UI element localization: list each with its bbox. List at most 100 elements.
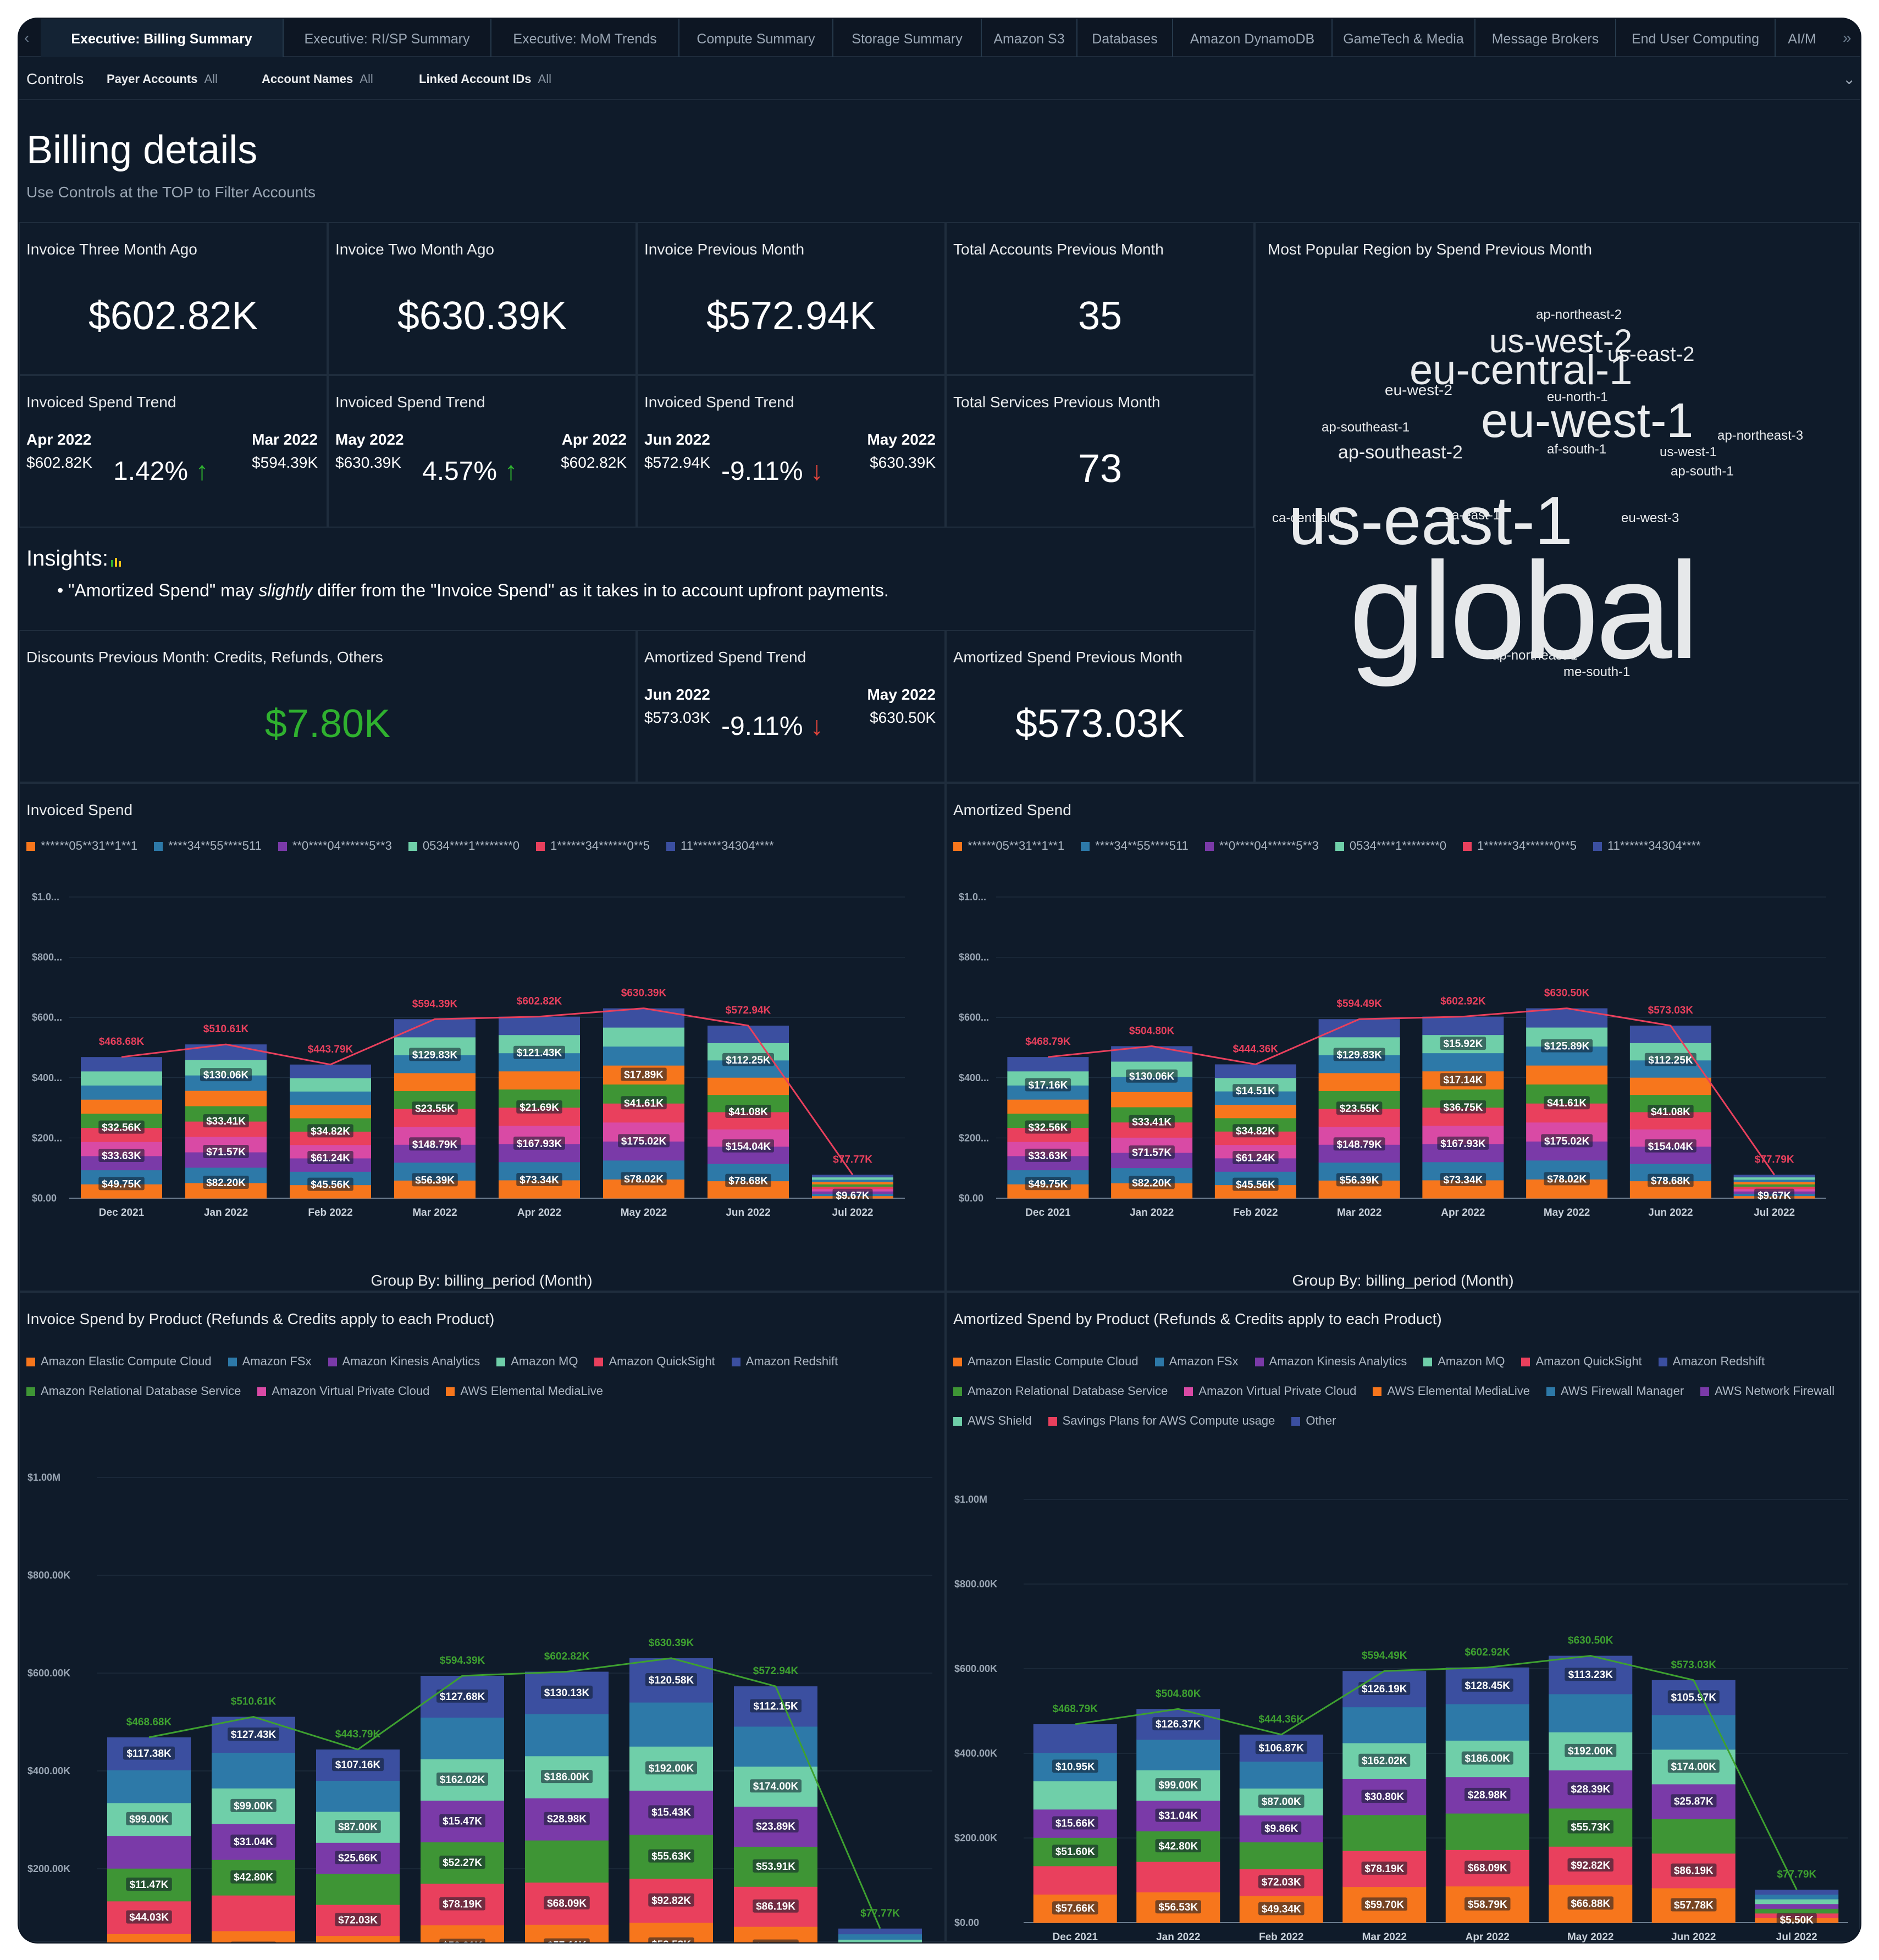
data-label: $36.75K — [1440, 1100, 1486, 1114]
legend-item[interactable]: Savings Plans for AWS Compute usage — [1048, 1406, 1275, 1436]
legend-swatch — [1254, 1358, 1264, 1366]
x-tick-label: Dec 2021 — [1053, 1931, 1098, 1942]
data-label-text: $129.83K — [1336, 1049, 1382, 1061]
legend-item[interactable]: **0****04******5**3 — [278, 839, 392, 853]
controls-collapse-chevron-icon[interactable]: ⌄ — [1843, 70, 1856, 87]
legend-item[interactable]: Amazon Elastic Compute Cloud — [26, 1347, 212, 1376]
tab-message-brokers[interactable]: Message Brokers — [1475, 19, 1616, 57]
data-label-text: $57.11K — [548, 1940, 587, 1942]
data-label-text: $92.82K — [651, 1895, 691, 1907]
legend-item[interactable]: AWS Firewall Manager — [1546, 1376, 1684, 1406]
tabs-scroll-right-icon[interactable]: » — [1843, 29, 1852, 46]
data-label: $107.16K — [332, 1758, 384, 1771]
data-label: $128.45K — [1461, 1678, 1513, 1692]
legend-item[interactable]: AWS Elemental MediaLive — [446, 1376, 603, 1406]
trend-down-arrow-icon: ↓ — [810, 712, 824, 741]
data-label-bg — [1648, 1173, 1694, 1187]
data-label-text: $49.75K — [102, 1178, 141, 1190]
legend-item[interactable]: ****34**55****511 — [1081, 839, 1189, 853]
legend-item[interactable]: Amazon FSx — [1154, 1347, 1239, 1376]
data-label: $148.79K — [409, 1137, 461, 1151]
bar-segment — [812, 1186, 893, 1189]
payer-accounts-control[interactable]: Payer Accounts All — [107, 58, 218, 100]
legend-item[interactable]: AWS Network Firewall — [1700, 1376, 1834, 1406]
account-names-control[interactable]: Account Names All — [262, 58, 373, 100]
bar-segment — [1445, 1813, 1529, 1850]
legend-item[interactable]: 1******34******0**5 — [1463, 839, 1577, 853]
tab-gametech-media[interactable]: GameTech & Media — [1333, 19, 1475, 57]
data-label: $49.75K — [98, 1177, 145, 1191]
legend-swatch — [496, 1358, 506, 1366]
legend-item[interactable]: 11******34304**** — [1593, 839, 1701, 853]
tab-mom-trends[interactable]: Executive: MoM Trends — [491, 19, 679, 57]
tab-amazon-dynamodb[interactable]: Amazon DynamoDB — [1173, 19, 1333, 57]
legend-item[interactable]: Amazon Relational Database Service — [953, 1376, 1168, 1406]
legend-item[interactable]: 11******34304**** — [666, 839, 774, 853]
amortized-spend-chart[interactable]: $0.00 $200... $400... $600... $800... $1.0...… — [947, 861, 1859, 1267]
data-label: $41.61K — [1544, 1096, 1590, 1110]
data-label-text: $49.34K — [1262, 1904, 1301, 1915]
data-label-bg — [1052, 1759, 1098, 1773]
tab-ai-ml[interactable]: AI/M — [1788, 31, 1816, 47]
chart-title: Invoice Spend by Product (Refunds & Cred… — [26, 1310, 495, 1327]
legend-label: Amazon FSx — [242, 1354, 312, 1368]
data-label: $57.66K — [1052, 1901, 1098, 1915]
data-label: $31.04K — [1155, 1808, 1201, 1822]
tab-end-user-computing[interactable]: End User Computing — [1616, 19, 1776, 57]
tab-executive-billing-summary[interactable]: Executive: Billing Summary — [41, 19, 284, 57]
legend-item[interactable]: Amazon QuickSight — [1521, 1347, 1642, 1376]
legend-item[interactable]: Amazon MQ — [496, 1347, 578, 1376]
tab-compute-summary[interactable]: Compute Summary — [679, 19, 833, 57]
legend-item[interactable]: ******05**31**1**1 — [26, 839, 137, 853]
legend-item[interactable]: Amazon Relational Database Service — [26, 1376, 241, 1406]
kpi-value: $573.03K — [1015, 702, 1185, 746]
total-label: $504.80K — [1156, 1688, 1201, 1699]
bar-segment — [107, 1934, 191, 1942]
legend-item[interactable]: ******05**31**1**1 — [953, 839, 1064, 853]
tab-amazon-s3[interactable]: Amazon S3 — [982, 19, 1077, 57]
legend-item[interactable]: Amazon Virtual Private Cloud — [257, 1376, 429, 1406]
data-label-text: $31.04K — [234, 1836, 273, 1848]
legend-item[interactable]: Amazon Virtual Private Cloud — [1184, 1376, 1356, 1406]
data-label-bg — [1464, 1861, 1511, 1874]
kpi-title: Total Accounts Previous Month — [953, 241, 1164, 258]
legend-item[interactable]: Other — [1291, 1406, 1336, 1436]
legend-item[interactable]: Amazon FSx — [228, 1347, 312, 1376]
invoiced-spend-chart[interactable]: $0.00 $200... $400... $600... $800... $1.0...… — [20, 861, 943, 1267]
legend-item[interactable]: **0****04******5**3 — [1204, 839, 1319, 853]
legend-item[interactable]: 0534****1********0 — [408, 839, 520, 853]
legend-item[interactable]: AWS Elemental MediaLive — [1373, 1376, 1530, 1406]
amortized-spend-by-product-chart[interactable]: $0.00 $200.00K $400.00K $600.00K $800.00K $1.… — [947, 1450, 1859, 1942]
legend-item[interactable]: 0534****1********0 — [1335, 839, 1446, 853]
legend-item[interactable]: Amazon Redshift — [731, 1347, 838, 1376]
legend-swatch — [1291, 1417, 1301, 1426]
y-tick-label: $800... — [959, 952, 989, 963]
legend-item[interactable]: Amazon QuickSight — [594, 1347, 715, 1376]
bar-segment — [812, 1184, 893, 1187]
legend-item[interactable]: Amazon MQ — [1423, 1347, 1505, 1376]
linked-account-ids-control[interactable]: Linked Account IDs All — [419, 58, 551, 100]
legend-item[interactable]: Amazon Redshift — [1658, 1347, 1765, 1376]
total-label: $77.79K — [1777, 1869, 1816, 1880]
data-label-text: $87.00K — [338, 1821, 378, 1833]
invoice-spend-by-product-chart[interactable]: $0.00$200.00K$400.00K$600.00K$800.00K$1.… — [20, 1450, 943, 1942]
tab-ri-sp-summary[interactable]: Executive: RI/SP Summary — [284, 19, 491, 57]
data-label: $58.21K — [439, 1939, 485, 1942]
data-label-bg — [1336, 1173, 1383, 1187]
legend-item[interactable]: Amazon Elastic Compute Cloud — [953, 1347, 1139, 1376]
trend-current-date: Jun 2022 — [644, 431, 710, 448]
legend-item[interactable]: AWS Shield — [953, 1406, 1032, 1436]
legend-item[interactable]: Amazon Kinesis Analytics — [1254, 1347, 1407, 1376]
amortized-spend-panel: Amortized Spend ******05**31**1**1 ****34… — [946, 783, 1860, 1292]
data-label-bg — [200, 1068, 252, 1082]
data-label-text: $107.16K — [335, 1759, 381, 1771]
legend-item[interactable]: ****34**55****511 — [154, 839, 262, 853]
trend-percent-value: 4.57% — [422, 457, 498, 486]
tabs-scroll-left-icon[interactable]: ‹ — [24, 29, 30, 46]
legend-item[interactable]: Amazon Kinesis Analytics — [328, 1347, 480, 1376]
tab-storage-summary[interactable]: Storage Summary — [833, 19, 982, 57]
legend-item[interactable]: 1******34******0**5 — [536, 839, 650, 853]
tab-databases[interactable]: Databases — [1077, 19, 1173, 57]
data-label: $167.93K — [1437, 1136, 1489, 1150]
bar-segment — [290, 1064, 371, 1078]
